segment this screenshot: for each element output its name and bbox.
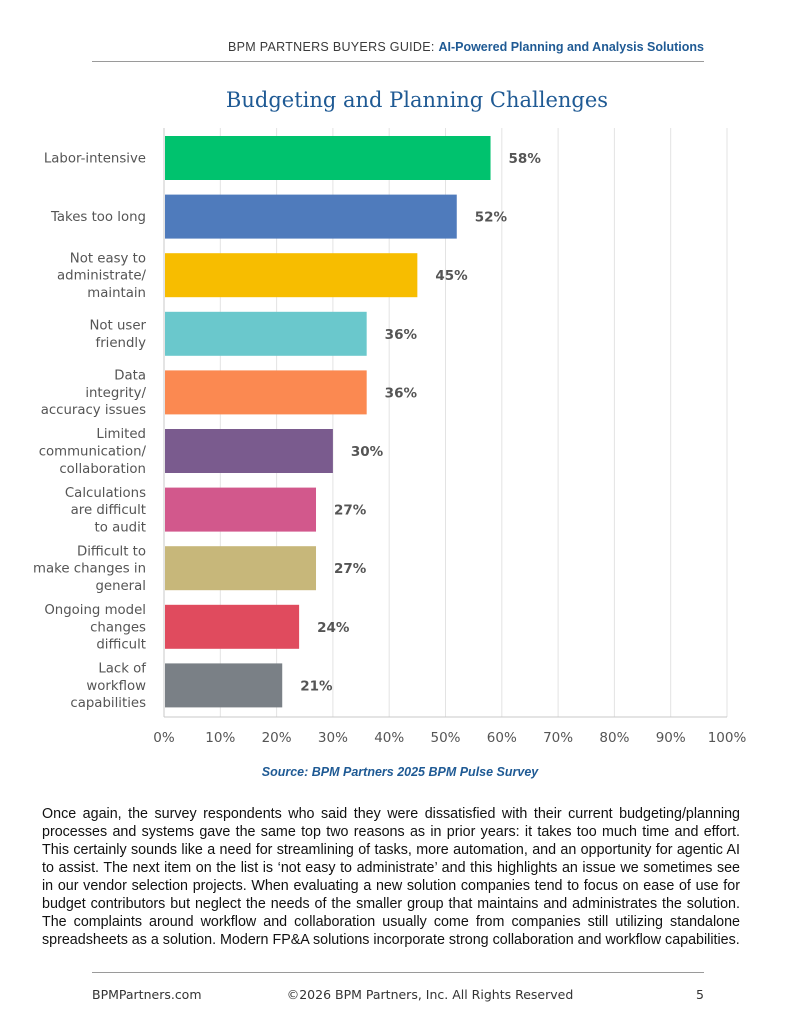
x-tick-label: 40% <box>374 730 404 746</box>
bar <box>165 429 333 473</box>
x-tick-label: 10% <box>205 730 235 746</box>
x-tick-label: 90% <box>656 730 686 746</box>
x-tick-label: 100% <box>708 730 747 746</box>
header-prefix: BPM PARTNERS BUYERS GUIDE: <box>227 40 435 54</box>
x-tick-label: 20% <box>262 730 292 746</box>
category-label: Limited communication/collaboration <box>39 427 147 477</box>
footer-copyright: ©2026 BPM Partners, Inc. All Rights Rese… <box>286 987 574 1002</box>
category-label: Lack of workflow capabilities <box>70 662 146 712</box>
footer-site: BPMPartners.com <box>92 987 202 1002</box>
header-highlight: AI-Powered Planning and Analysis Solutio… <box>438 40 704 54</box>
bar <box>165 546 317 591</box>
x-tick-label: 50% <box>430 730 460 746</box>
bar-value-label: 27% <box>334 503 367 519</box>
category-label: Ongoing model changes difficult <box>44 603 146 653</box>
category-label: Not easy to administrate/maintain <box>57 251 147 301</box>
x-tick-label: 0% <box>153 730 175 746</box>
x-tick-label: 60% <box>487 730 517 746</box>
body-paragraph: Once again, the survey respondents who s… <box>42 806 740 948</box>
bar-value-label: 36% <box>385 385 418 401</box>
bar <box>165 194 457 239</box>
category-label-line: Data <box>114 369 146 384</box>
category-label-line: to audit <box>95 520 147 535</box>
bar <box>165 136 491 180</box>
bar-value-label: 58% <box>509 151 542 167</box>
category-label-line: communication/ <box>39 445 147 460</box>
bar <box>165 663 283 708</box>
header-rule <box>92 61 704 62</box>
footer-rule <box>92 972 704 973</box>
category-label-line: friendly <box>96 336 147 351</box>
category-label-line: integrity/ <box>85 386 146 401</box>
category-label: Difficult to make changes in general <box>33 544 146 594</box>
category-label-line: make changes in <box>33 562 146 577</box>
category-label-line: general <box>95 579 146 594</box>
category-label-line: workflow <box>86 679 146 694</box>
category-label-line: difficult <box>96 638 146 653</box>
bar-value-label: 52% <box>475 210 508 226</box>
x-tick-label: 30% <box>318 730 348 746</box>
chart-title: Budgeting and Planning Challenges <box>225 88 609 112</box>
bar <box>165 487 317 532</box>
category-label: Data integrity/accuracy issues <box>41 369 147 419</box>
bar-value-label: 21% <box>300 678 333 694</box>
bar-chart: 0% 10% 20% 30% 40% 50% 60% 70% 80% 90% 100% 58% Labo… <box>33 128 747 746</box>
category-label-line: Not user <box>89 319 146 334</box>
category-label-line: Difficult to <box>77 544 146 559</box>
category-label-line: are difficult <box>71 503 146 518</box>
bar-value-label: 24% <box>317 620 350 636</box>
bar <box>165 311 367 356</box>
category-label: Calculations are difficult to audit <box>65 486 146 536</box>
category-label-line: Lack of <box>98 662 146 677</box>
category-label-line: Labor-intensive <box>44 152 146 167</box>
bar-value-label: 27% <box>334 561 367 577</box>
bar <box>165 370 367 415</box>
bar <box>165 253 418 298</box>
category-label-line: Not easy to <box>70 251 146 266</box>
category-label: Labor-intensive <box>44 152 146 167</box>
category-label-line: accuracy issues <box>41 403 146 418</box>
category-label: Not user friendly <box>89 319 146 351</box>
category-label-line: capabilities <box>70 696 146 711</box>
category-label-line: Ongoing model <box>44 603 146 618</box>
category-label-line: changes <box>90 620 146 635</box>
x-tick-label: 70% <box>543 730 573 746</box>
category-label-line: Calculations <box>65 486 146 501</box>
category-label-line: Takes too long <box>50 210 146 225</box>
category-label-line: Limited <box>96 427 146 442</box>
category-label: Takes too long <box>50 210 146 225</box>
bar <box>165 604 300 649</box>
bar-value-label: 36% <box>385 327 418 343</box>
page-number: 5 <box>696 987 704 1002</box>
bar-value-label: 45% <box>435 268 468 284</box>
category-label-line: maintain <box>87 286 146 301</box>
category-label-line: collaboration <box>59 462 146 477</box>
chart-source: Source: BPM Partners 2025 BPM Pulse Surv… <box>261 765 539 779</box>
page-header: BPM PARTNERS BUYERS GUIDE: AI-Powered Pl… <box>92 40 704 54</box>
x-tick-label: 80% <box>599 730 629 746</box>
bar-value-label: 30% <box>351 444 384 460</box>
category-label-line: administrate/ <box>57 269 147 284</box>
